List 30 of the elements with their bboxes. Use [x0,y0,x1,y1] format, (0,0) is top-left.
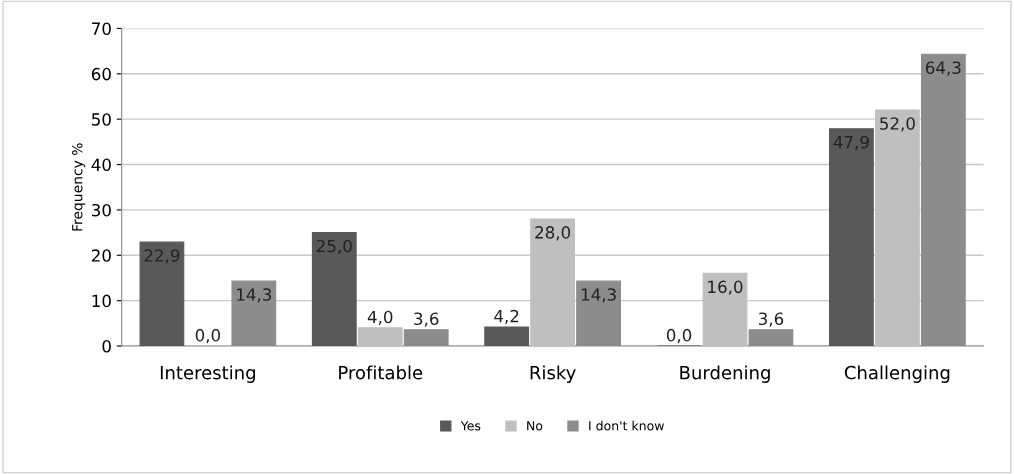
y-tick-label: 30 [92,203,111,217]
legend-label: Yes [460,421,481,431]
x-tick-label: Burdening [680,365,770,383]
data-label: 14,3 [237,288,272,303]
y-tick-label: 50 [92,113,111,126]
y-axis-title: Frequency % [72,143,86,231]
data-label: 28,0 [535,226,571,241]
data-label: 16,0 [708,280,743,295]
data-label: 52,0 [880,117,915,132]
x-tick-label: Profitable [339,365,423,380]
data-label: 64,3 [925,61,961,76]
data-label: 3,6 [414,312,439,327]
legend-label: No [527,421,543,431]
data-label: 3,6 [759,312,784,327]
data-label: 4,0 [367,310,393,325]
y-tick-label: 0 [102,339,111,353]
data-label: 0,0 [195,328,221,344]
y-tick-label: 70 [92,22,111,36]
y-tick-label: 60 [91,67,111,81]
data-label: 14,3 [581,288,616,303]
data-label: 47,9 [833,135,869,151]
x-tick-label: Challenging [844,365,950,383]
y-tick-label: 20 [91,249,111,262]
data-label: 0,0 [666,328,692,344]
y-tick-label: 40 [91,158,111,172]
y-tick-label: 10 [92,294,111,308]
x-tick-label: Risky [530,365,576,383]
x-tick-label: Interesting [160,365,255,383]
data-label: 4,2 [494,309,519,325]
legend-label: I don't know [589,420,664,431]
